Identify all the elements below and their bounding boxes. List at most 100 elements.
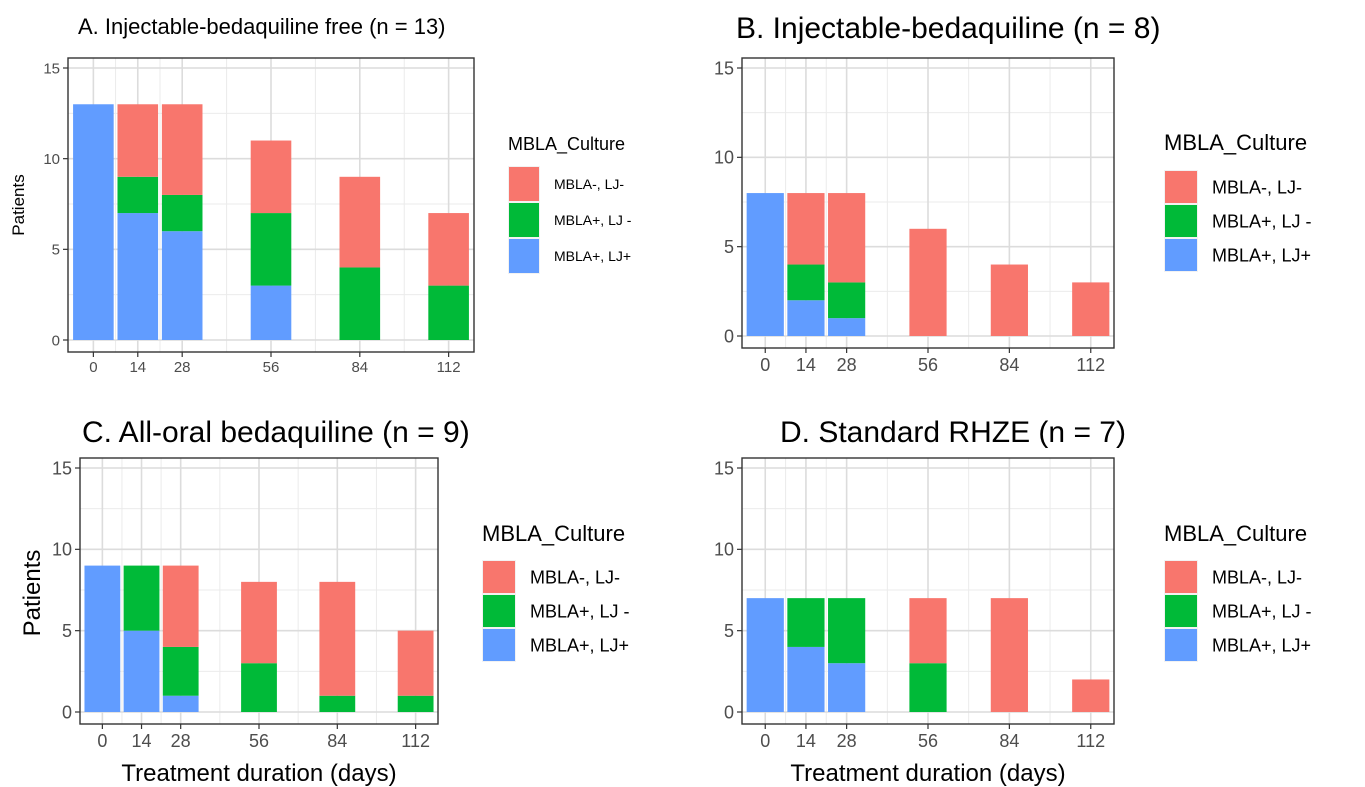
y-tick-label: 5 (724, 237, 734, 257)
bar-segment (787, 646, 825, 712)
bar-segment (428, 213, 469, 286)
x-tick-label: 84 (351, 359, 368, 376)
x-tick-label: 56 (918, 731, 938, 751)
x-axis-title: Treatment duration (days) (790, 760, 1065, 787)
bar-segment (397, 695, 434, 712)
y-axis-title: Patients (19, 550, 46, 637)
legend-label: MBLA+, LJ - (554, 212, 632, 228)
x-axis-title: Treatment duration (days) (121, 760, 396, 787)
y-tick-label: 5 (724, 621, 734, 641)
x-tick-label: 28 (174, 359, 191, 376)
x-tick-label: 112 (401, 731, 430, 751)
x-tick-label: 14 (796, 355, 816, 375)
chart-panel-2: C. All-oral bedaquiline (n = 9) 0 5 10 15 0 14… (19, 416, 630, 787)
x-tick-label: 14 (796, 731, 816, 751)
x-tick-label: 84 (327, 731, 347, 751)
y-tick-label: 0 (52, 332, 60, 349)
chart-title: B. Injectable-bedaquiline (n = 8) (736, 12, 1160, 45)
legend-label: MBLA+, LJ+ (1212, 245, 1311, 265)
legend-swatch (1165, 629, 1197, 661)
bar-segment (250, 140, 292, 214)
y-tick-label: 10 (714, 148, 734, 168)
legend-swatch (483, 629, 515, 661)
chart-panel-3: D. Standard RHZE (n = 7) 0 5 10 15 0 14 28 56 84 1… (714, 416, 1312, 787)
bar-segment (428, 285, 469, 340)
bar-segment (787, 193, 825, 265)
y-tick-label: 10 (43, 151, 60, 168)
bar-segment (828, 318, 866, 336)
legend: MBLA_Culture MBLA-, LJ- MBLA+, LJ - MBLA+, … (1164, 130, 1312, 272)
legend-label: MBLA+, LJ+ (530, 635, 629, 655)
bar-segment (162, 565, 199, 647)
bar-segment (241, 581, 277, 664)
bar-segment (909, 598, 947, 664)
bar-segment (84, 565, 121, 712)
bar-segment (828, 282, 866, 319)
bar-segment (1072, 679, 1110, 712)
legend-label: MBLA+, LJ+ (554, 248, 631, 264)
chart-title: D. Standard RHZE (n = 7) (780, 416, 1126, 449)
legend-label: MBLA+, LJ - (1212, 211, 1312, 231)
legend-label: MBLA-, LJ- (1212, 177, 1302, 197)
x-tick-label: 14 (132, 731, 152, 751)
bar-segment (339, 176, 381, 268)
x-tick-label: 28 (837, 731, 857, 751)
bar-segment (787, 264, 825, 301)
legend-title: MBLA_Culture (1164, 130, 1307, 155)
bar-segment (828, 193, 866, 283)
bar-segment (828, 598, 866, 664)
bar-segment (73, 104, 114, 341)
bar-segment (319, 695, 356, 712)
y-tick-label: 15 (714, 458, 734, 478)
y-tick-label: 15 (714, 58, 734, 78)
x-tick-label: 0 (760, 355, 770, 375)
bar-segment (162, 695, 199, 712)
x-tick-label: 112 (1076, 355, 1105, 375)
legend-label: MBLA-, LJ- (1212, 567, 1302, 587)
y-tick-label: 10 (714, 540, 734, 560)
bar-segment (250, 213, 292, 286)
legend-swatch (509, 167, 539, 201)
bar-segment (117, 104, 159, 177)
bar-segment (909, 663, 947, 712)
bar-segment (162, 646, 199, 696)
x-tick-label: 28 (837, 355, 857, 375)
bar-segment (828, 663, 866, 712)
x-tick-label: 112 (437, 359, 461, 376)
legend: MBLA_Culture MBLA-, LJ- MBLA+, LJ - MBLA+, … (482, 521, 630, 662)
bar-segment (161, 104, 203, 195)
x-tick-label: 56 (918, 355, 938, 375)
chart-title: A. Injectable-bedaquiline free (n = 13) (78, 14, 446, 39)
y-tick-label: 10 (52, 540, 72, 560)
y-tick-label: 5 (62, 621, 72, 641)
legend-swatch (1165, 595, 1197, 627)
bar-segment (161, 194, 203, 232)
bar-segment (397, 630, 434, 696)
bar-segment (161, 231, 203, 340)
x-tick-label: 0 (89, 359, 97, 376)
bar-segment (746, 193, 784, 336)
bar-segment (990, 264, 1028, 336)
legend-swatch (1165, 561, 1197, 593)
y-tick-label: 0 (62, 702, 72, 722)
bar-segment (990, 598, 1028, 712)
x-tick-label: 28 (171, 731, 191, 751)
y-axis-title: Patients (9, 174, 28, 235)
x-tick-label: 84 (999, 731, 1019, 751)
y-tick-label: 0 (724, 702, 734, 722)
legend-label: MBLA+, LJ+ (1212, 635, 1311, 655)
x-tick-label: 0 (97, 731, 107, 751)
legend-title: MBLA_Culture (508, 134, 625, 155)
x-tick-label: 56 (249, 731, 269, 751)
y-tick-label: 15 (52, 458, 72, 478)
legend-swatch (509, 203, 539, 237)
y-tick-label: 5 (52, 242, 60, 259)
legend-swatch (1165, 239, 1197, 271)
legend-swatch (483, 595, 515, 627)
bar-segment (117, 176, 159, 214)
chart-panel-0: A. Injectable-bedaquiline free (n = 13) 0… (9, 14, 632, 376)
y-tick-label: 0 (724, 326, 734, 346)
bar-segment (241, 663, 277, 712)
legend: MBLA_Culture MBLA-, LJ- MBLA+, LJ - MBLA+, … (508, 134, 632, 274)
